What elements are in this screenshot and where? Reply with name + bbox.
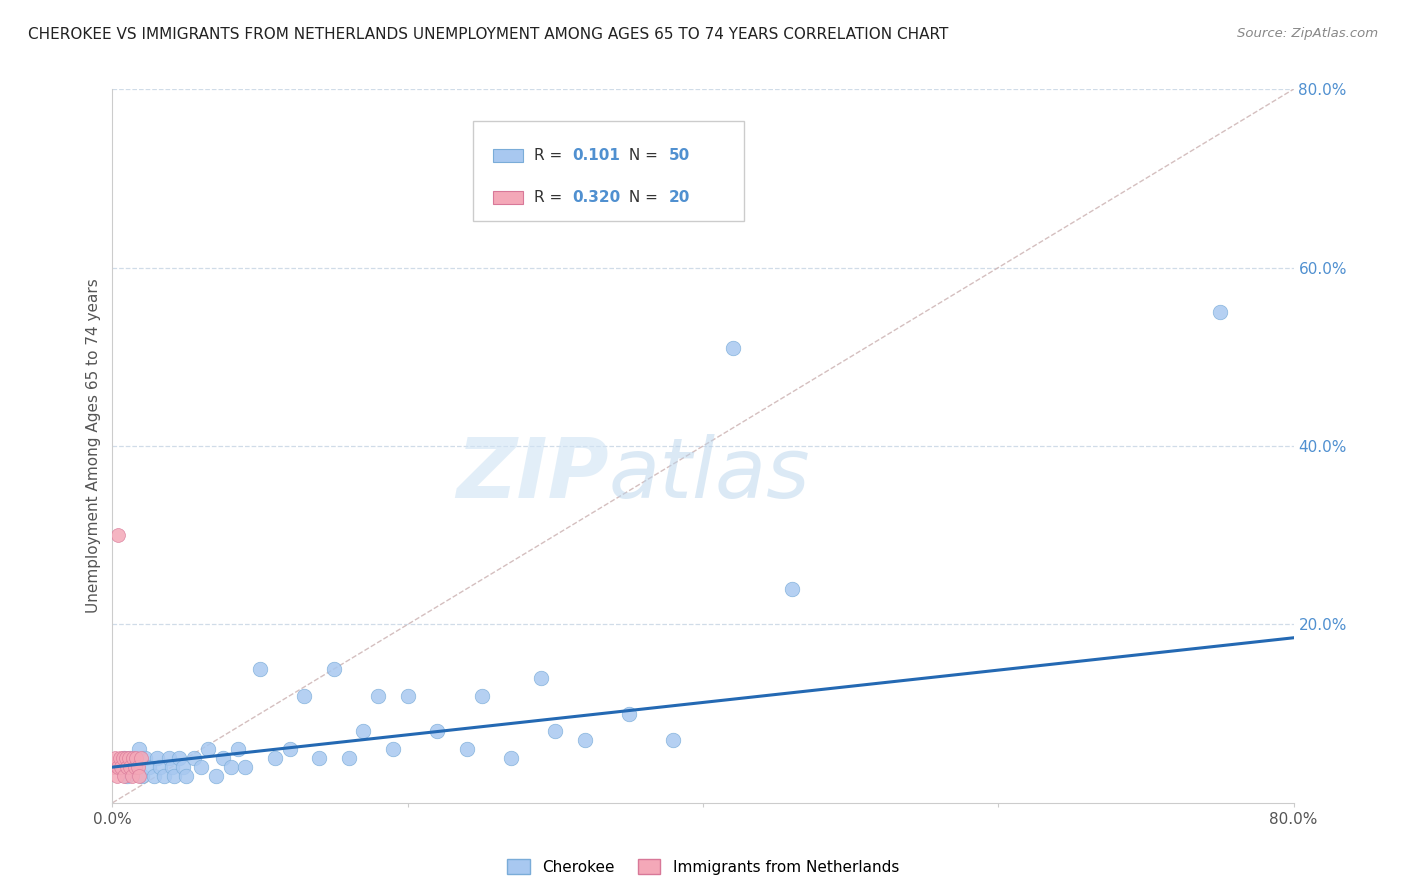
Point (219, 760, 242, 774)
Point (426, 724, 449, 739)
Point (153, 769, 176, 783)
Point (382, 742, 405, 756)
Point (1208, 305, 1232, 319)
Point (308, 751, 330, 765)
Point (103, 760, 125, 774)
Point (138, 760, 160, 774)
Point (142, 769, 165, 783)
Text: 0.101: 0.101 (572, 148, 620, 163)
FancyBboxPatch shape (492, 191, 523, 203)
Point (249, 662, 271, 676)
Text: N =: N = (624, 190, 662, 205)
Point (323, 662, 346, 676)
Point (721, 341, 744, 355)
Text: atlas: atlas (609, 434, 810, 515)
Text: Source: ZipAtlas.com: Source: ZipAtlas.com (1237, 27, 1378, 40)
Point (118, 751, 141, 765)
Point (117, 760, 138, 774)
Point (112, 769, 135, 783)
Point (197, 742, 219, 756)
FancyBboxPatch shape (492, 149, 523, 162)
Text: CHEROKEE VS IMMIGRANTS FROM NETHERLANDS UNEMPLOYMENT AMONG AGES 65 TO 74 YEARS C: CHEROKEE VS IMMIGRANTS FROM NETHERLANDS … (28, 27, 949, 42)
Text: ZIP: ZIP (456, 434, 609, 515)
Point (212, 751, 235, 765)
Point (172, 760, 194, 774)
Y-axis label: Unemployment Among Ages 65 to 74 years: Unemployment Among Ages 65 to 74 years (86, 278, 101, 614)
Point (278, 742, 301, 756)
Point (470, 689, 494, 703)
Point (352, 724, 374, 739)
Point (111, 751, 134, 765)
Point (264, 751, 287, 765)
Point (456, 742, 478, 756)
Point (233, 760, 256, 774)
Point (544, 724, 567, 739)
Point (104, 751, 127, 765)
Point (619, 706, 641, 721)
Point (367, 689, 389, 703)
Point (134, 751, 156, 765)
Point (121, 769, 143, 783)
Point (160, 760, 183, 774)
Point (117, 769, 138, 783)
Text: R =: R = (534, 148, 568, 163)
Point (127, 760, 149, 774)
Point (124, 760, 146, 774)
Point (780, 582, 803, 596)
Point (131, 769, 153, 783)
Legend: Cherokee, Immigrants from Netherlands: Cherokee, Immigrants from Netherlands (501, 853, 905, 880)
Point (124, 760, 146, 774)
Point (120, 751, 142, 765)
Point (128, 742, 150, 756)
Point (112, 751, 135, 765)
Point (107, 528, 129, 542)
Point (105, 769, 128, 783)
Point (662, 733, 685, 747)
Text: R =: R = (534, 190, 568, 205)
Point (205, 769, 228, 783)
Point (122, 751, 145, 765)
Point (146, 751, 169, 765)
Point (114, 751, 136, 765)
Point (183, 751, 205, 765)
Point (149, 760, 172, 774)
Point (574, 733, 596, 747)
Point (163, 769, 186, 783)
Text: 20: 20 (669, 190, 690, 205)
Text: N =: N = (624, 148, 662, 163)
Point (174, 769, 197, 783)
Text: 50: 50 (669, 148, 690, 163)
Point (292, 689, 315, 703)
Point (501, 751, 523, 765)
Point (157, 751, 180, 765)
Point (190, 760, 212, 774)
Point (108, 751, 131, 765)
Point (396, 689, 419, 703)
Text: 0.320: 0.320 (572, 190, 620, 205)
Point (120, 760, 142, 774)
Point (337, 751, 360, 765)
Point (125, 751, 148, 765)
Point (529, 671, 551, 685)
Point (108, 760, 131, 774)
Point (129, 751, 152, 765)
Point (128, 769, 150, 783)
Point (167, 751, 190, 765)
Point (110, 760, 132, 774)
Point (226, 742, 249, 756)
FancyBboxPatch shape (472, 121, 744, 221)
Point (107, 760, 129, 774)
